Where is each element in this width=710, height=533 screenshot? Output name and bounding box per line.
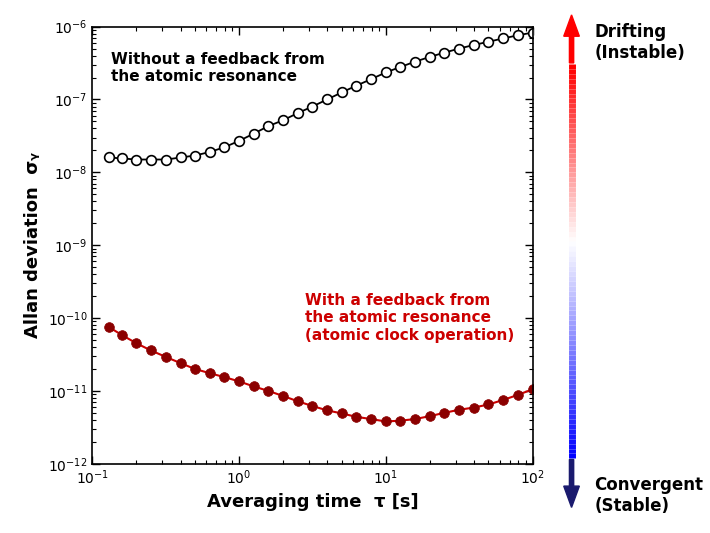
Text: With a feedback from
the atomic resonance
(atomic clock operation): With a feedback from the atomic resonanc… xyxy=(305,293,514,343)
Y-axis label: Allan deviation  σᵧ: Allan deviation σᵧ xyxy=(24,152,43,338)
X-axis label: Averaging time  τ [s]: Averaging time τ [s] xyxy=(207,492,418,511)
Text: Drifting
(Instable): Drifting (Instable) xyxy=(594,23,685,62)
Text: Convergent
(Stable): Convergent (Stable) xyxy=(594,477,704,515)
Text: Without a feedback from
the atomic resonance: Without a feedback from the atomic reson… xyxy=(111,52,325,84)
